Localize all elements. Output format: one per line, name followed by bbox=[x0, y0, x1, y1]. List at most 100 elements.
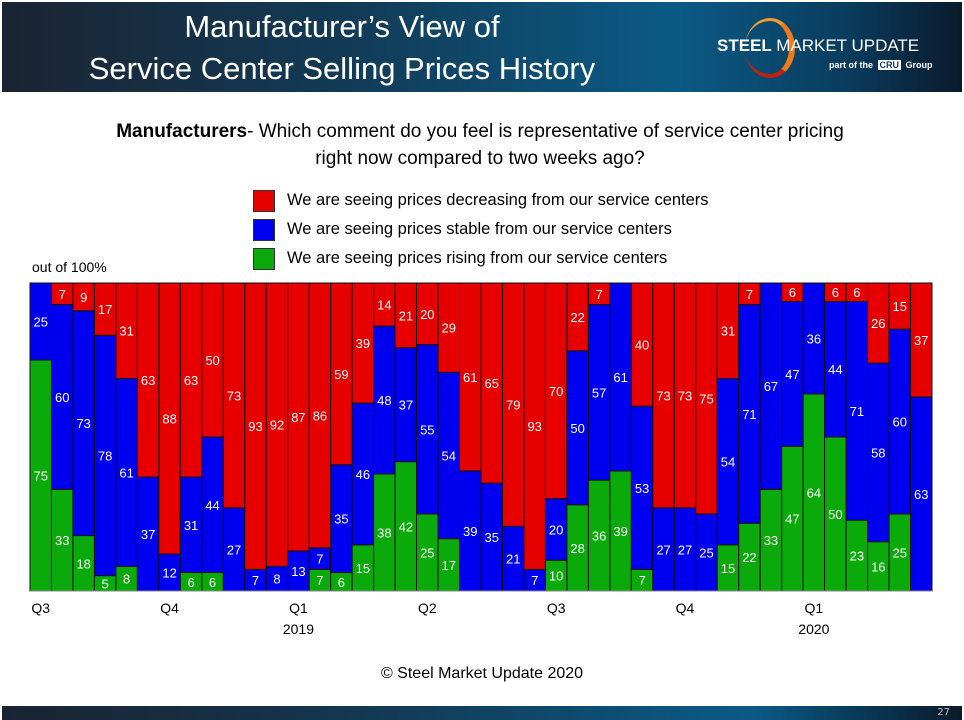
data-label: 73 bbox=[656, 388, 670, 403]
data-label: 35 bbox=[334, 512, 348, 527]
data-label: 39 bbox=[463, 524, 477, 539]
legend-swatch bbox=[253, 247, 275, 270]
data-label: 10 bbox=[549, 569, 563, 584]
data-label: 61 bbox=[119, 465, 133, 480]
data-label: 15 bbox=[356, 561, 370, 576]
data-label: 12 bbox=[162, 566, 176, 581]
data-label: 6 bbox=[789, 285, 796, 300]
data-label: 23 bbox=[850, 549, 864, 564]
data-label: 50 bbox=[828, 507, 842, 522]
data-label: 63 bbox=[141, 373, 155, 388]
data-label: 28 bbox=[570, 541, 584, 556]
header-banner: Manufacturer’s View of Service Center Se… bbox=[2, 2, 962, 92]
data-label: 61 bbox=[613, 370, 627, 385]
data-label: 29 bbox=[442, 321, 456, 336]
slide-title: Manufacturer’s View of Service Center Se… bbox=[62, 6, 622, 90]
data-label: 55 bbox=[420, 422, 434, 437]
question-text: - Which comment do you feel is represent… bbox=[247, 121, 844, 169]
data-label: 20 bbox=[420, 307, 434, 322]
data-label: 22 bbox=[742, 550, 756, 565]
data-label: 7 bbox=[316, 552, 323, 567]
data-label: 7 bbox=[316, 573, 323, 588]
title-line-1: Manufacturer’s View of bbox=[184, 9, 500, 44]
data-label: 27 bbox=[227, 542, 241, 557]
data-label: 42 bbox=[399, 519, 413, 534]
data-label: 6 bbox=[209, 575, 216, 590]
legend: We are seeing prices decreasing from our… bbox=[253, 186, 709, 273]
data-label: 39 bbox=[356, 336, 370, 351]
data-label: 31 bbox=[119, 324, 133, 339]
logo-subtext: part of the CRU Group bbox=[829, 60, 933, 70]
data-label: 50 bbox=[570, 421, 584, 436]
data-label: 7 bbox=[596, 287, 603, 302]
data-label: 44 bbox=[205, 498, 219, 513]
data-label: 26 bbox=[871, 316, 885, 331]
data-label: 15 bbox=[721, 561, 735, 576]
x-tick-label: Q2 bbox=[418, 600, 437, 616]
data-label: 27 bbox=[656, 542, 670, 557]
data-label: 37 bbox=[399, 398, 413, 413]
data-label: 31 bbox=[721, 324, 735, 339]
data-label: 7 bbox=[59, 287, 66, 302]
survey-question: Manufacturers- Which comment do you feel… bbox=[100, 118, 860, 172]
legend-item: We are seeing prices decreasing from our… bbox=[253, 186, 709, 215]
legend-swatch bbox=[253, 189, 275, 212]
data-label: 31 bbox=[184, 518, 198, 533]
data-label: 25 bbox=[34, 315, 48, 330]
data-label: 73 bbox=[76, 416, 90, 431]
data-label: 71 bbox=[742, 407, 756, 422]
data-label: 57 bbox=[592, 385, 606, 400]
data-label: 25 bbox=[893, 546, 907, 561]
data-label: 63 bbox=[914, 487, 928, 502]
data-label: 92 bbox=[270, 418, 284, 433]
data-label: 78 bbox=[98, 448, 112, 463]
data-label: 63 bbox=[184, 373, 198, 388]
data-label: 8 bbox=[273, 572, 280, 587]
legend-item: We are seeing prices rising from our ser… bbox=[253, 244, 709, 273]
copyright: © Steel Market Update 2020 bbox=[380, 665, 584, 682]
data-label: 37 bbox=[141, 527, 155, 542]
data-label: 6 bbox=[187, 575, 194, 590]
data-label: 15 bbox=[893, 299, 907, 314]
data-label: 65 bbox=[485, 376, 499, 391]
data-label: 73 bbox=[678, 388, 692, 403]
data-label: 36 bbox=[807, 331, 821, 346]
data-label: 67 bbox=[764, 379, 778, 394]
data-label: 22 bbox=[570, 310, 584, 325]
data-label: 88 bbox=[162, 412, 176, 427]
data-label: 54 bbox=[442, 448, 456, 463]
data-label: 70 bbox=[549, 384, 563, 399]
data-label: 9 bbox=[80, 290, 87, 305]
data-label: 86 bbox=[313, 408, 327, 423]
logo-text: STEEL MARKET UPDATE bbox=[717, 36, 920, 55]
data-label: 93 bbox=[248, 419, 262, 434]
data-label: 7 bbox=[746, 287, 753, 302]
legend-label: We are seeing prices rising from our ser… bbox=[287, 249, 668, 267]
x-tick-label: Q3 bbox=[31, 600, 50, 616]
data-label: 39 bbox=[613, 524, 627, 539]
data-label: 54 bbox=[721, 455, 735, 470]
data-label: 47 bbox=[785, 367, 799, 382]
data-label: 73 bbox=[227, 388, 241, 403]
data-label: 18 bbox=[76, 556, 90, 571]
data-label: 64 bbox=[807, 485, 821, 500]
data-label: 33 bbox=[764, 533, 778, 548]
logo-arc-icon bbox=[745, 18, 795, 78]
data-label: 17 bbox=[442, 558, 456, 573]
data-label: 59 bbox=[334, 367, 348, 382]
data-label: 44 bbox=[828, 362, 842, 377]
data-label: 27 bbox=[678, 542, 692, 557]
data-label: 53 bbox=[635, 481, 649, 496]
data-label: 58 bbox=[871, 445, 885, 460]
data-label: 7 bbox=[531, 573, 538, 588]
x-year-label: 2020 bbox=[798, 621, 829, 637]
data-label: 21 bbox=[506, 552, 520, 567]
data-label: 50 bbox=[205, 353, 219, 368]
x-tick-label: Q1 bbox=[289, 600, 308, 616]
data-label: 71 bbox=[850, 404, 864, 419]
data-label: 6 bbox=[853, 285, 860, 300]
data-label: 93 bbox=[527, 419, 541, 434]
data-label: 75 bbox=[34, 469, 48, 484]
footer-bar: 27 bbox=[2, 706, 962, 720]
